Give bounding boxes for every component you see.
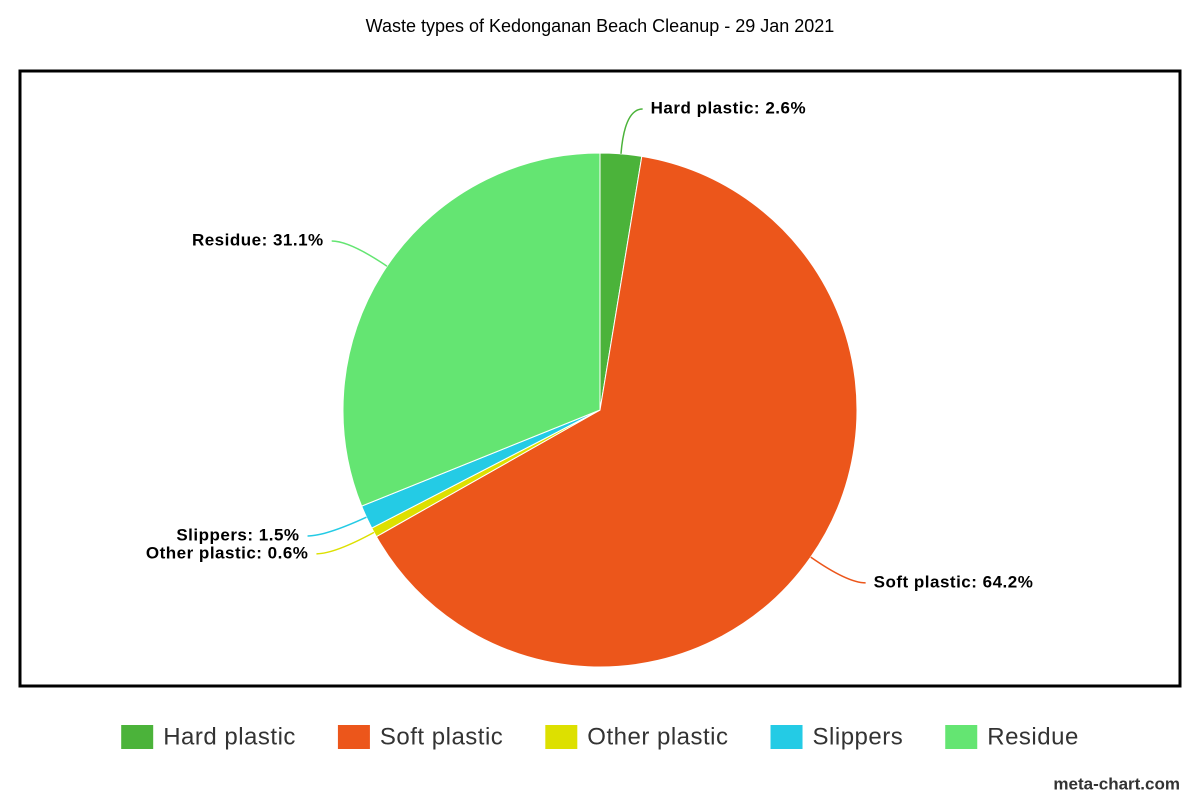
chart-title: Waste types of Kedonganan Beach Cleanup … — [366, 16, 835, 36]
leader-line — [307, 516, 367, 537]
pie-slice — [342, 152, 601, 507]
legend-label: Other plastic — [587, 723, 728, 750]
data-label: Hard plastic: 2.6% — [651, 98, 806, 117]
legend-swatch — [770, 725, 803, 749]
leader-line — [316, 531, 375, 555]
data-label: Soft plastic: 64.2% — [874, 572, 1034, 591]
legend-swatch — [337, 725, 370, 749]
leader-line — [620, 108, 643, 154]
legend-swatch — [121, 725, 154, 749]
legend-label: Slippers — [813, 723, 904, 750]
plot-frame — [18, 69, 1182, 688]
legend-label: Residue — [987, 723, 1079, 750]
data-label: Other plastic: 0.6% — [146, 543, 309, 562]
watermark: meta-chart.com — [1053, 774, 1180, 793]
data-label: Slippers: 1.5% — [176, 525, 299, 544]
data-label: Residue: 31.1% — [192, 231, 324, 250]
legend-label: Soft plastic — [380, 723, 503, 750]
leader-line — [331, 240, 388, 267]
legend-swatch — [545, 725, 578, 749]
leader-line — [810, 556, 866, 584]
legend-swatch — [945, 725, 978, 749]
legend-label: Hard plastic — [163, 723, 296, 750]
